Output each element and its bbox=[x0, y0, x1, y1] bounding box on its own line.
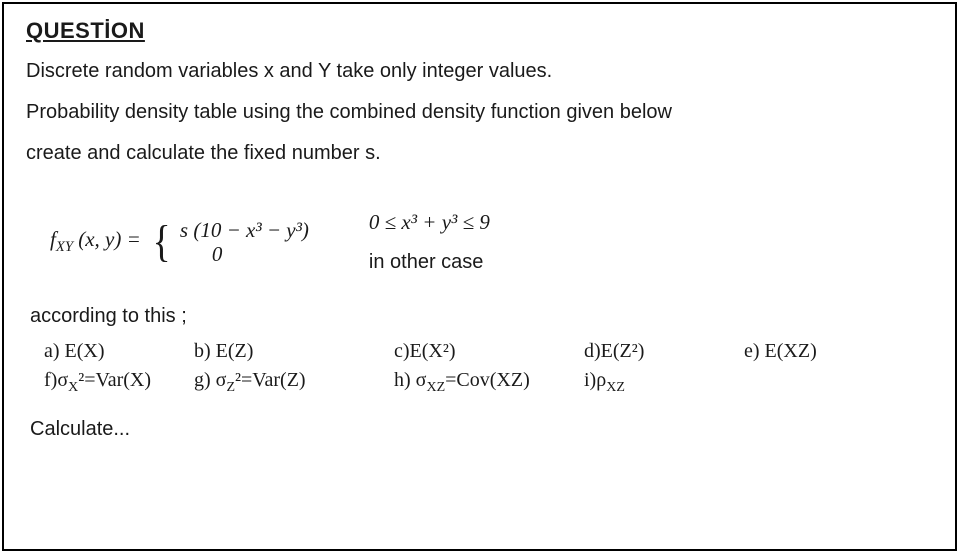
piecewise-conditions: 0 ≤ x³ + y³ ≤ 9 in other case bbox=[369, 207, 490, 277]
part-h: h) σXZ=Cov(XZ) bbox=[394, 369, 584, 396]
calculate-label: Calculate... bbox=[30, 418, 933, 441]
part-i: i)ρXZ bbox=[584, 369, 744, 396]
brace-icon: { bbox=[152, 222, 170, 262]
condition-1: 0 ≤ x³ + y³ ≤ 9 bbox=[369, 207, 490, 239]
piecewise-cases: s (10 − x³ − y³) 0 bbox=[180, 218, 309, 266]
lhs-args: (x, y) = bbox=[78, 227, 141, 251]
empty-cell bbox=[744, 369, 864, 396]
problem-line-1: Discrete random variables x and Y take o… bbox=[26, 58, 933, 85]
equation-lhs: fXY (x, y) = { s (10 − x³ − y³) 0 bbox=[50, 218, 309, 266]
part-i-prefix: i)ρ bbox=[584, 369, 606, 391]
part-h-prefix: h) σ bbox=[394, 369, 426, 391]
part-g-tail: ²=Var(Z) bbox=[235, 369, 306, 391]
part-g-prefix: g) σ bbox=[194, 369, 226, 391]
case-2-expression: 0 bbox=[180, 242, 309, 266]
part-c: c)E(X²) bbox=[394, 340, 584, 363]
part-g-sub: Z bbox=[226, 380, 235, 395]
part-f-prefix: f)σ bbox=[44, 369, 68, 391]
subscript-xy: XY bbox=[56, 239, 73, 255]
section-heading: QUESTİON bbox=[26, 18, 933, 44]
part-d: d)E(Z²) bbox=[584, 340, 744, 363]
problem-line-3: create and calculate the fixed number s. bbox=[26, 140, 933, 167]
part-b: b) E(Z) bbox=[194, 340, 394, 363]
question-card: QUESTİON Discrete random variables x and… bbox=[2, 2, 957, 551]
part-g: g) σZ²=Var(Z) bbox=[194, 369, 394, 396]
problem-line-2: Probability density table using the comb… bbox=[26, 99, 933, 126]
density-function-equation: fXY (x, y) = { s (10 − x³ − y³) 0 0 ≤ x³… bbox=[26, 207, 933, 277]
part-h-tail: =Cov(XZ) bbox=[445, 369, 530, 391]
part-f-sub: X bbox=[68, 380, 78, 395]
part-h-sub: XZ bbox=[426, 380, 445, 395]
part-e: e) E(XZ) bbox=[744, 340, 864, 363]
according-label: according to this ; bbox=[30, 305, 933, 328]
part-f-tail: ²=Var(X) bbox=[78, 369, 151, 391]
condition-2: in other case bbox=[369, 247, 490, 277]
part-i-sub: XZ bbox=[606, 380, 625, 395]
case-1-expression: s (10 − x³ − y³) bbox=[180, 218, 309, 242]
part-f: f)σX²=Var(X) bbox=[44, 369, 194, 396]
part-a: a) E(X) bbox=[44, 340, 194, 363]
subparts-grid: a) E(X) b) E(Z) c)E(X²) d)E(Z²) e) E(XZ)… bbox=[44, 340, 933, 396]
